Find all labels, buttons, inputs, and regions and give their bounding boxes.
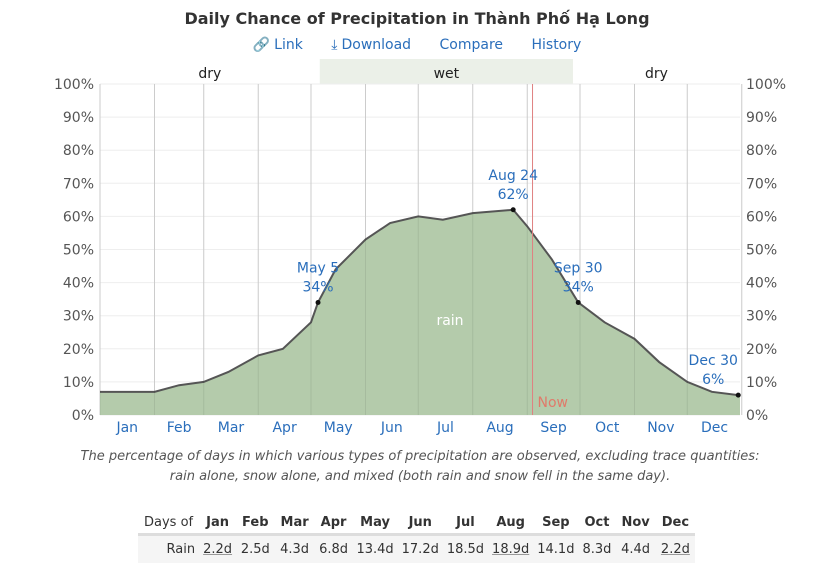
rain-days-cell: 2.5d: [236, 534, 275, 563]
compare-link[interactable]: Compare: [439, 37, 504, 53]
series-label: rain: [436, 313, 463, 329]
y-tick-left: 50%: [63, 243, 94, 259]
month-header: Oct: [584, 515, 610, 530]
y-tick-left: 90%: [63, 110, 94, 126]
month-header: Aug: [496, 515, 525, 530]
season-label: wet: [434, 66, 460, 82]
annotation-date: Aug 24: [488, 168, 538, 184]
download-button[interactable]: ⤓ Download: [331, 37, 412, 53]
x-tick: Mar: [218, 420, 245, 436]
rain-days-table: Days of Jan Feb Mar Apr May Jun Jul Aug Sep Oct Nov…: [138, 512, 696, 563]
y-tick-left: 20%: [63, 342, 94, 358]
y-tick-right: 100%: [746, 77, 786, 93]
rain-line: [100, 208, 740, 397]
annotation-value: 62%: [498, 187, 529, 203]
y-tick-left: 10%: [63, 375, 94, 391]
download-icon: ⤓: [331, 37, 338, 53]
month-header: Feb: [242, 515, 269, 530]
chart-title: Daily Chance of Precipitation in Thành P…: [184, 9, 650, 28]
x-tick: Jul: [436, 420, 454, 436]
rain-days-cell: 8.3d: [578, 534, 616, 563]
y-tick-right: 0%: [746, 408, 768, 424]
rain-days-cell: 6.8d: [314, 534, 353, 563]
y-tick-left: 80%: [63, 143, 94, 159]
rain-days-cell: 14.1d: [533, 534, 579, 563]
y-tick-right: 30%: [746, 309, 777, 325]
annotation-point: [315, 299, 321, 305]
y-tick-left: 40%: [63, 276, 94, 292]
annotation-value: 34%: [563, 279, 594, 295]
x-tick: Nov: [647, 420, 674, 436]
y-tick-right: 60%: [746, 209, 777, 225]
x-tick: Feb: [167, 420, 192, 436]
month-header: Nov: [621, 515, 650, 530]
rain-days-cell: 13.4d: [352, 534, 398, 563]
now-label: Now: [538, 395, 569, 411]
season-label: dry: [198, 66, 221, 82]
rain-area: [100, 209, 740, 415]
annotation-date: Dec 30: [689, 353, 738, 369]
rain-days-cell: 18.9d: [488, 534, 534, 563]
y-tick-right: 70%: [746, 176, 777, 192]
rain-days-cell: 4.3d: [274, 534, 315, 563]
x-tick: May: [324, 420, 353, 436]
y-tick-left: 70%: [63, 176, 94, 192]
y-tick-left: 100%: [54, 77, 94, 93]
rain-days-cell: 2.2d: [655, 534, 696, 563]
month-header: Apr: [320, 515, 347, 530]
x-tick: Jan: [115, 420, 138, 436]
month-header: Sep: [542, 515, 570, 530]
x-tick: Oct: [595, 420, 620, 436]
x-tick: Jun: [380, 420, 403, 436]
month-header: Jun: [408, 515, 432, 530]
x-tick: Dec: [701, 420, 728, 436]
history-link[interactable]: History: [531, 37, 582, 53]
y-tick-right: 20%: [746, 342, 777, 358]
rain-days-cell: 2.2d: [199, 534, 237, 563]
annotation-value: 6%: [702, 372, 724, 388]
link-button[interactable]: 🔗 Link: [252, 37, 303, 53]
annotation-date: May 5: [297, 260, 339, 276]
y-tick-left: 60%: [63, 209, 94, 225]
season-label: dry: [645, 66, 668, 82]
caption: The percentage of days in which various …: [80, 449, 760, 484]
x-tick: Sep: [540, 420, 567, 436]
y-tick-right: 10%: [746, 375, 777, 391]
x-tick: Apr: [272, 420, 296, 436]
annotation-value: 34%: [302, 279, 333, 295]
y-tick-left: 0%: [72, 408, 94, 424]
y-tick-right: 90%: [746, 110, 777, 126]
y-tick-right: 80%: [746, 143, 777, 159]
header-label: Days of: [144, 515, 194, 530]
annotation-point: [575, 299, 581, 305]
y-tick-right: 40%: [746, 276, 777, 292]
annotation-date: Sep 30: [554, 260, 603, 276]
chart-links: 🔗 Link ⤓ Download Compare History: [0, 37, 834, 53]
row-label: Rain: [138, 534, 200, 563]
month-header: Jul: [456, 515, 475, 530]
x-tick: Aug: [486, 420, 513, 436]
annotation-point: [735, 392, 741, 398]
annotation-point: [510, 207, 516, 213]
precipitation-chart: dry wet dry 0% 0% 10% 10% 20% 20% 30% 30% 40% 40% 50%…: [54, 59, 786, 436]
link-icon: 🔗: [252, 37, 271, 53]
month-header: Jan: [206, 515, 230, 530]
y-tick-left: 30%: [63, 309, 94, 325]
rain-days-cell: 4.4d: [615, 534, 656, 563]
month-header: Dec: [661, 515, 690, 530]
month-header: Mar: [280, 515, 309, 530]
rain-days-cell: 18.5d: [442, 534, 489, 563]
month-header: May: [360, 515, 390, 530]
season-band-wet: [319, 59, 573, 84]
y-tick-right: 50%: [746, 243, 777, 259]
rain-days-cell: 17.2d: [397, 534, 443, 563]
